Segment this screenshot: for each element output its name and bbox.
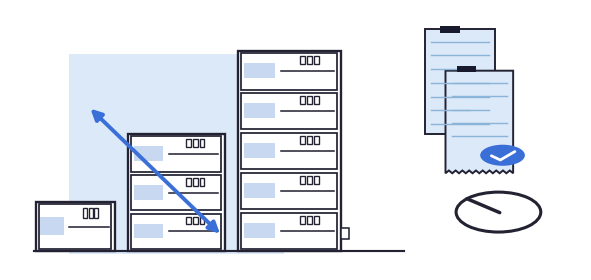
- Bar: [244, 63, 275, 78]
- Bar: [300, 56, 304, 64]
- Bar: [244, 103, 275, 118]
- Bar: [241, 213, 337, 249]
- Circle shape: [480, 145, 525, 166]
- Bar: [193, 217, 197, 225]
- Bar: [95, 208, 98, 218]
- Bar: [69, 54, 284, 254]
- Bar: [200, 139, 204, 147]
- Bar: [200, 178, 204, 186]
- Bar: [193, 139, 197, 147]
- Bar: [128, 134, 225, 251]
- Bar: [440, 26, 460, 33]
- Bar: [134, 224, 163, 239]
- Bar: [314, 216, 319, 224]
- Bar: [134, 146, 163, 161]
- Bar: [89, 208, 93, 218]
- Bar: [314, 96, 319, 104]
- Bar: [314, 176, 319, 184]
- Bar: [244, 223, 275, 238]
- Bar: [300, 216, 304, 224]
- Bar: [241, 93, 337, 129]
- Bar: [186, 139, 191, 147]
- Bar: [83, 208, 87, 218]
- Bar: [131, 136, 222, 172]
- Bar: [457, 66, 476, 72]
- Bar: [186, 178, 191, 186]
- Bar: [244, 143, 275, 158]
- Bar: [300, 136, 304, 144]
- Bar: [307, 216, 312, 224]
- Bar: [425, 29, 495, 134]
- Bar: [307, 56, 312, 64]
- Bar: [193, 178, 197, 186]
- Bar: [131, 175, 222, 210]
- Bar: [307, 96, 312, 104]
- Bar: [186, 217, 191, 225]
- Bar: [300, 176, 304, 184]
- Bar: [238, 51, 341, 251]
- Bar: [307, 136, 312, 144]
- Bar: [314, 136, 319, 144]
- Bar: [307, 176, 312, 184]
- Bar: [300, 96, 304, 104]
- Bar: [314, 56, 319, 64]
- Bar: [241, 173, 337, 209]
- Bar: [134, 185, 163, 200]
- Bar: [131, 214, 222, 249]
- Bar: [39, 204, 111, 249]
- Bar: [241, 133, 337, 169]
- Bar: [200, 217, 204, 225]
- Polygon shape: [446, 71, 513, 173]
- Bar: [341, 228, 349, 239]
- Bar: [35, 202, 115, 251]
- Bar: [40, 217, 64, 235]
- Bar: [244, 183, 275, 198]
- Bar: [241, 53, 337, 90]
